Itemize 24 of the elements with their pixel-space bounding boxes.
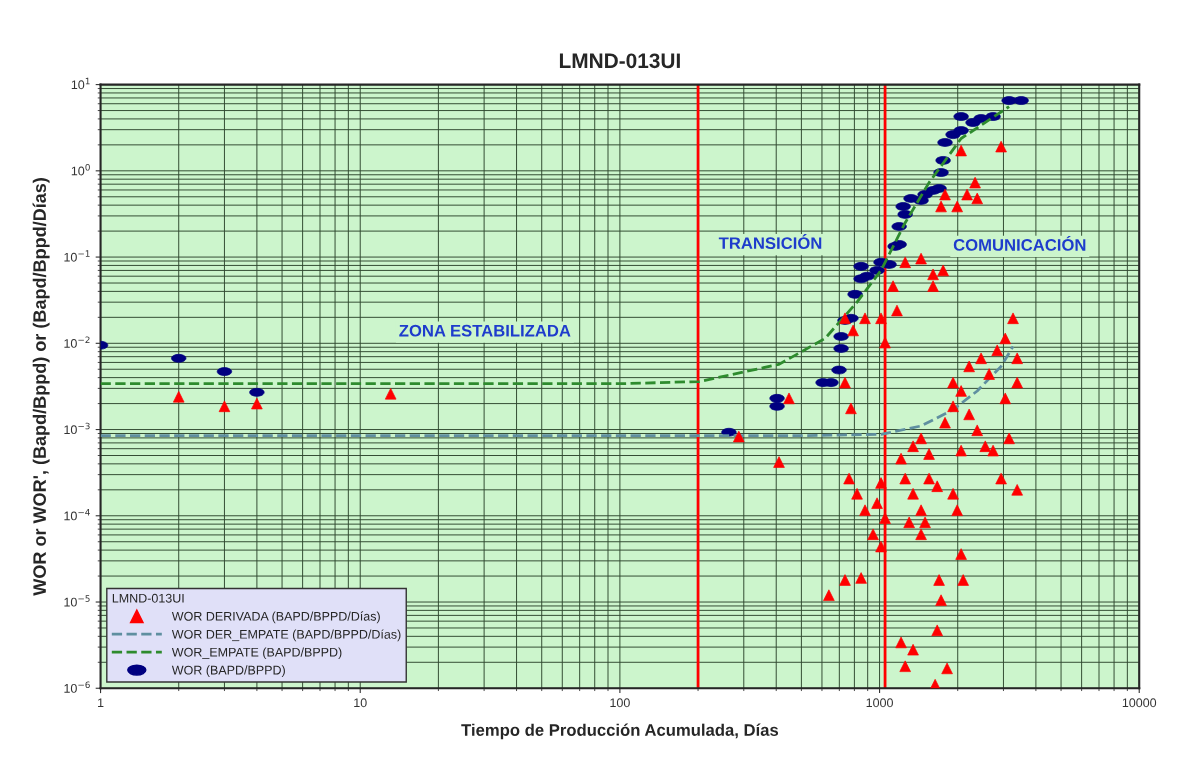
chart-title: LMND-013UI (559, 53, 680, 69)
legend-title: LMND-013UI (112, 593, 184, 603)
legend-label: WOR DERIVADA (BAPD/BPPD/Días) (171, 611, 380, 624)
y-tick-label: 10$^{−4}$ (64, 509, 90, 521)
y-tick-label: 10$^{−1}$ (64, 250, 90, 262)
y-axis-title: WOR or WOR', (Bapd/Bppd) or (Bapd/Bppd/Días) (32, 178, 50, 596)
x-tick-label: 1 (98, 698, 104, 708)
annotation: TRANSICIÓN (718, 234, 822, 250)
x-tick-label: 1000 (866, 698, 893, 708)
annotation: ZONA ESTABILIZADA (399, 324, 571, 337)
y-tick-label: 10$^{−2}$ (64, 336, 90, 348)
x-tick-label: 10000 (1122, 698, 1157, 708)
x-tick-label: 10 (354, 698, 367, 708)
annotation: COMUNICACIÓN (953, 235, 1086, 251)
x-axis-title: Tiempo de Producción Acumulada, Días (461, 723, 779, 740)
y-tick-label: 10$^{−5}$ (64, 595, 90, 607)
y-tick-label: 10$^{1}$ (71, 77, 90, 90)
legend-label: WOR DER_EMPATE (BAPD/BPPD/Días) (171, 629, 401, 642)
legend-label: WOR_EMPATE (BAPD/BPPD) (171, 647, 342, 660)
y-tick-label: 10$^{−6}$ (64, 681, 90, 693)
y-tick-label: 10$^{−3}$ (64, 422, 90, 435)
legend-label: WOR (BAPD/BPPD) (171, 665, 285, 677)
x-tick-label: 100 (610, 698, 630, 708)
y-tick-label: 10$^{0}$ (71, 163, 90, 176)
